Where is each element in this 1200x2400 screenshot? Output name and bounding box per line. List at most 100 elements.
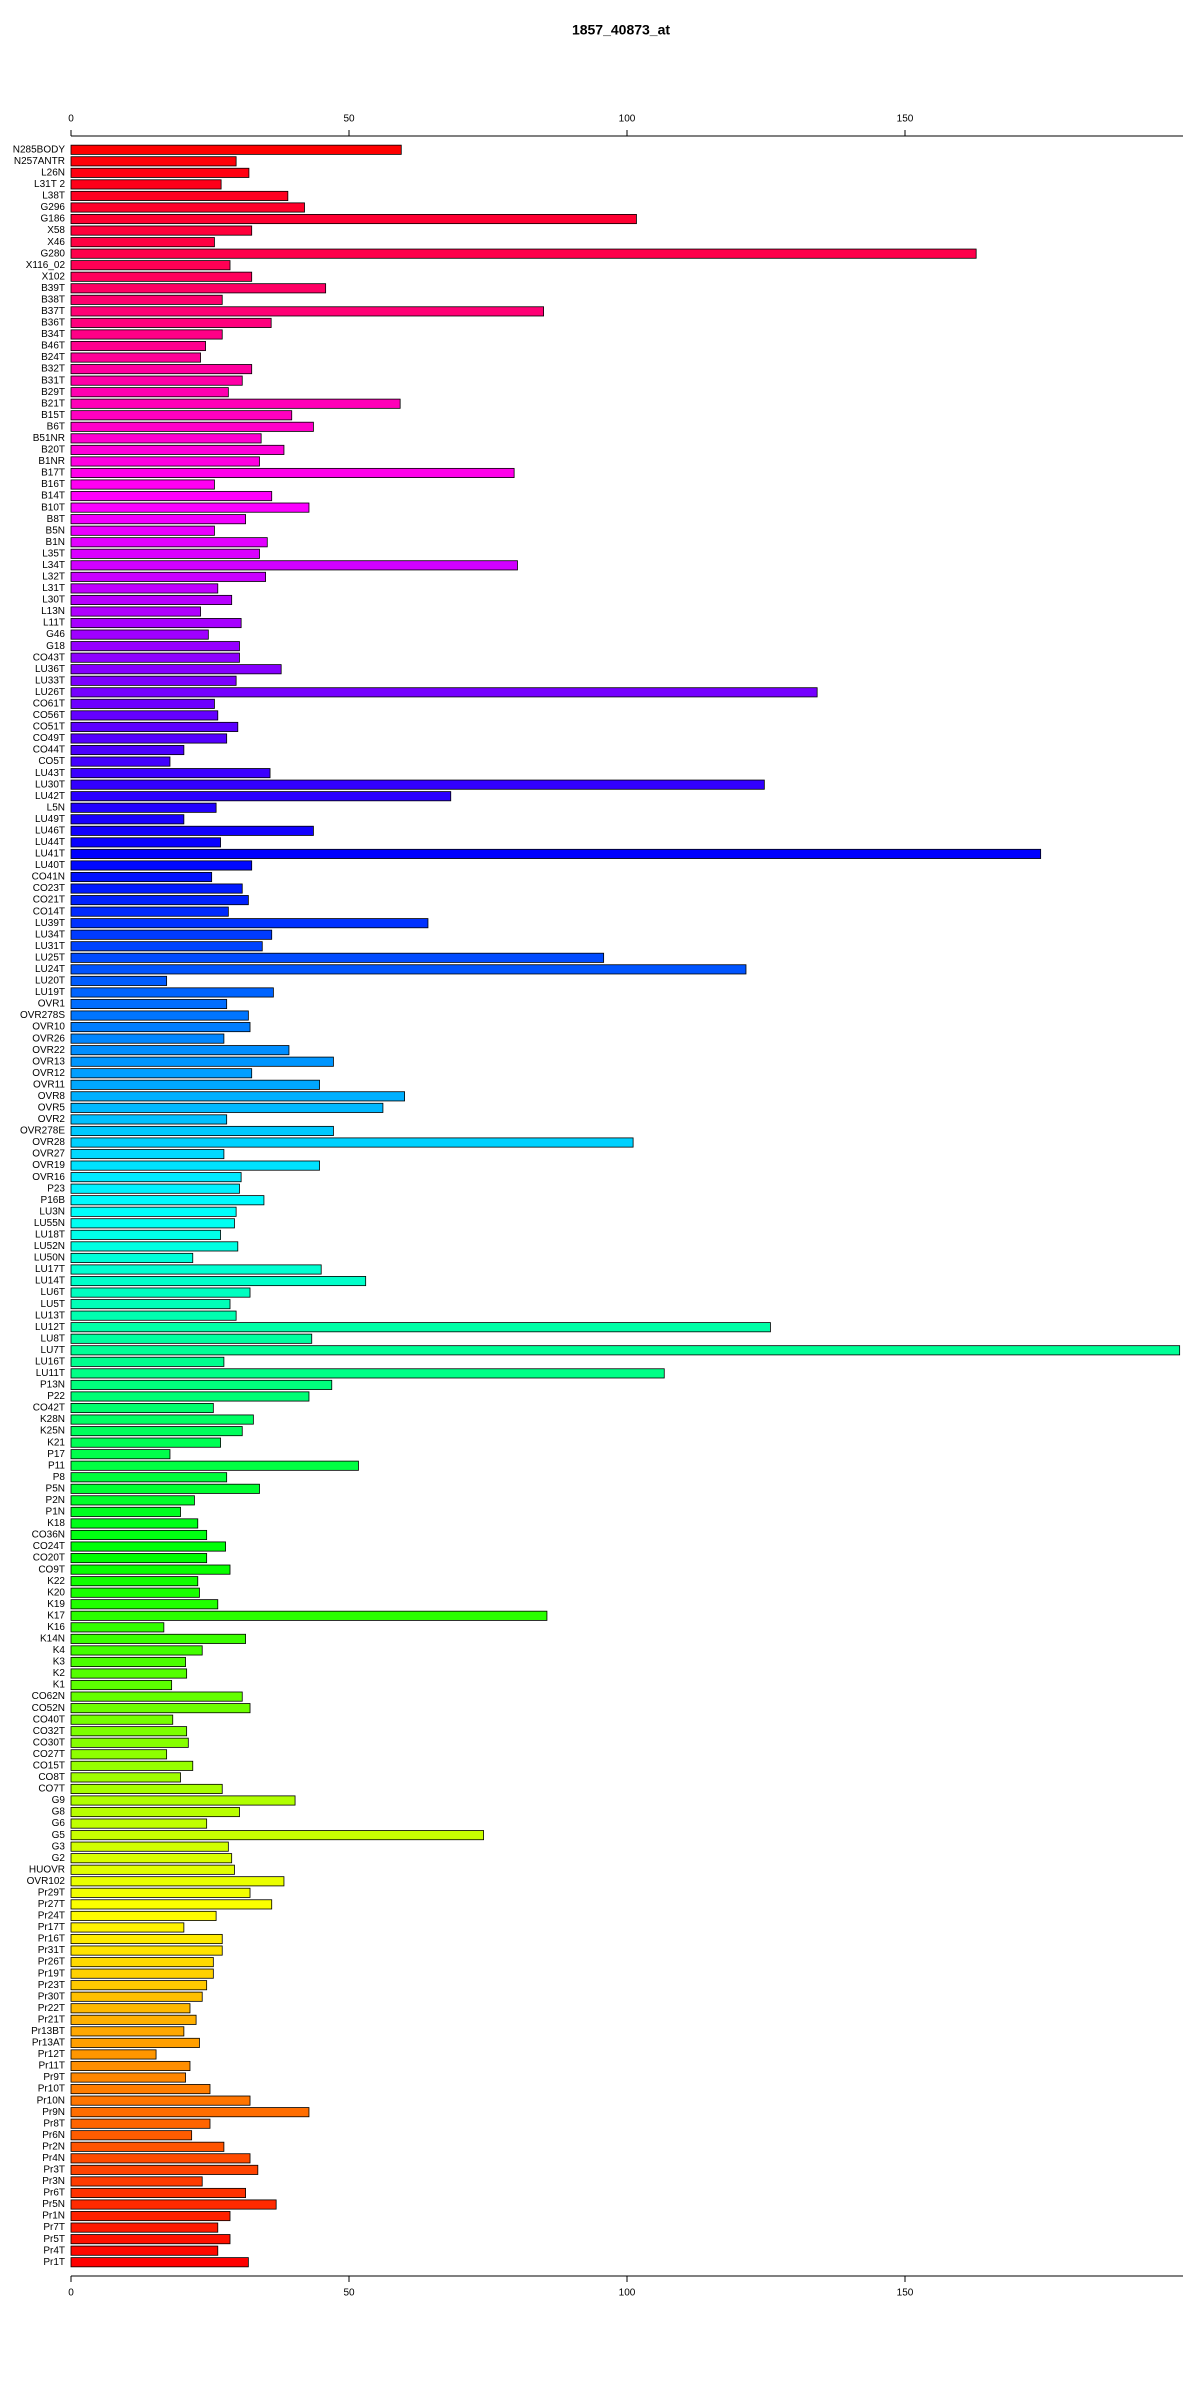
y-tick-label: CO43T [33, 652, 65, 663]
y-tick-label: B32T [41, 364, 65, 375]
y-tick-label: CO8T [38, 1772, 65, 1783]
bar [70, 1206, 237, 1217]
bar [70, 1910, 217, 1921]
bar [70, 271, 253, 282]
y-tick-label: OVR102 [27, 1876, 66, 1887]
bar [70, 537, 268, 548]
y-tick-label: G6 [52, 1818, 66, 1829]
bar [70, 410, 293, 421]
bar [70, 2049, 157, 2060]
bar [70, 652, 240, 663]
y-tick-label: HUOVR [29, 1864, 65, 1875]
bar [70, 1391, 310, 1402]
y-tick-label: LU42T [35, 791, 65, 802]
y-tick-label: L31T 2 [34, 179, 65, 190]
y-tick-label: G2 [52, 1853, 66, 1864]
y-tick-label: LU18T [35, 1229, 65, 1240]
y-tick-label: LU11T [36, 1368, 65, 1379]
y-tick-label: CO23T [33, 883, 65, 894]
y-tick-label: Pr6N [42, 2130, 65, 2141]
bar [70, 329, 223, 340]
y-tick-label: K1 [53, 1680, 66, 1691]
bar [70, 1807, 240, 1818]
y-tick-label: Pr21T [38, 2014, 65, 2025]
bar [70, 375, 243, 386]
bar [70, 964, 747, 975]
bar [70, 1437, 221, 1448]
y-tick-label: Pr13AT [32, 2038, 65, 2049]
bar [70, 825, 314, 836]
bar [70, 2130, 193, 2141]
bar [70, 698, 215, 709]
bar [70, 1495, 195, 1506]
bar [70, 733, 228, 744]
y-tick-label: OVR278S [20, 1010, 65, 1021]
bar [70, 398, 401, 409]
bar [70, 1033, 225, 1044]
bar [70, 1691, 243, 1702]
bar [70, 1472, 228, 1483]
bar [70, 2153, 251, 2164]
bar [70, 1541, 226, 1552]
y-tick-label: LU41T [35, 849, 65, 860]
y-tick-label: CO62N [32, 1691, 65, 1702]
y-tick-label: P13N [40, 1380, 65, 1391]
y-tick-label: P23 [47, 1183, 65, 1194]
bar [70, 1137, 634, 1148]
bar [70, 237, 215, 248]
y-tick-label: B34T [41, 329, 65, 340]
bar [70, 1599, 219, 1610]
y-tick-label: CO14T [33, 906, 65, 917]
y-tick-label: K4 [53, 1645, 66, 1656]
bar [70, 975, 168, 986]
bar [70, 1056, 334, 1067]
y-tick-label: B17T [41, 468, 65, 479]
bar [70, 883, 243, 894]
y-tick-label: OVR28 [32, 1137, 65, 1148]
bar [70, 1957, 214, 1968]
y-tick-label: Pr16T [38, 1934, 65, 1945]
bar [70, 1668, 188, 1679]
y-tick-label: Pr11T [39, 2061, 66, 2072]
y-tick-label: L30T [42, 595, 65, 606]
y-tick-label: X58 [47, 225, 65, 236]
bar [70, 2084, 211, 2095]
y-tick-label: LU39T [35, 918, 65, 929]
y-tick-label: Pr23T [38, 1980, 65, 1991]
bar [70, 2141, 225, 2152]
bar [70, 1783, 223, 1794]
bar [70, 571, 267, 582]
bar [70, 1229, 221, 1240]
x-tick-label: 0 [68, 114, 74, 125]
bar [70, 1887, 251, 1898]
bar [70, 225, 253, 236]
bar [70, 1853, 233, 1864]
bar [70, 1299, 231, 1310]
bar [70, 525, 215, 536]
bar [70, 1102, 384, 1113]
bar [70, 641, 240, 652]
y-tick-label: P17 [47, 1449, 65, 1460]
y-tick-label: P22 [47, 1391, 65, 1402]
bar [70, 2245, 219, 2256]
y-tick-label: Pr30T [38, 1991, 65, 2002]
y-tick-label: B1N [46, 537, 65, 548]
bar [70, 1818, 208, 1829]
bar [70, 1460, 359, 1471]
bar [70, 2107, 310, 2118]
y-tick-label: Pr12T [38, 2049, 65, 2060]
bar [70, 560, 518, 571]
y-tick-label: OVR22 [32, 1045, 65, 1056]
bar [70, 1991, 203, 2002]
bar [70, 2037, 200, 2048]
bar [70, 1760, 194, 1771]
y-tick-label: OVR19 [32, 1160, 65, 1171]
bar [70, 1426, 243, 1437]
bar [70, 433, 262, 444]
bar [70, 1564, 231, 1575]
y-tick-label: CO30T [33, 1737, 65, 1748]
y-tick-label: N257ANTR [14, 156, 65, 167]
y-tick-label: Pr8T [43, 2118, 65, 2129]
y-tick-label: K21 [47, 1437, 65, 1448]
y-tick-label: LU30T [35, 779, 65, 790]
